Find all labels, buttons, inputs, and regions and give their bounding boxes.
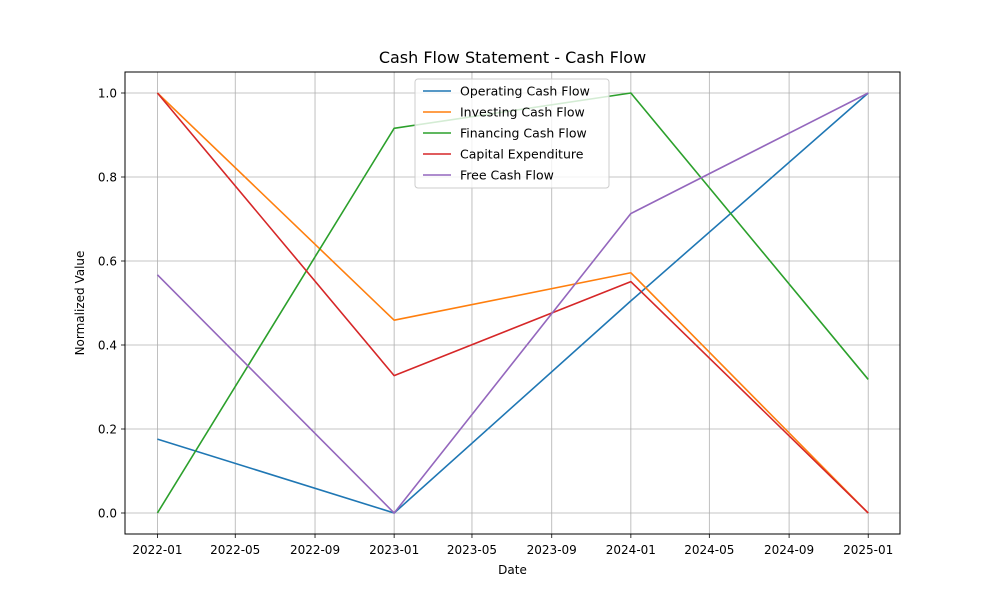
x-tick-label: 2023-01 xyxy=(369,543,419,557)
x-tick-label: 2024-01 xyxy=(606,543,656,557)
series-line-free-cash-flow xyxy=(156,92,869,514)
y-axis-ticks: 0.0 0.2 0.4 0.6 0.8 1.0 xyxy=(98,87,125,521)
series-line-investing-cash-flow xyxy=(156,92,869,514)
legend-label-financing-cash-flow: Financing Cash Flow xyxy=(460,126,587,141)
x-tick-label: 2022-05 xyxy=(210,543,260,557)
y-tick-label: 0.2 xyxy=(98,423,117,437)
x-tick-label: 2023-09 xyxy=(527,543,577,557)
legend-label-capital-expenditure: Capital Expenditure xyxy=(460,147,584,162)
x-tick-label: 2024-09 xyxy=(764,543,814,557)
legend-box xyxy=(414,78,610,189)
legend-label-investing-cash-flow: Investing Cash Flow xyxy=(460,105,585,120)
legend-label-operating-cash-flow: Operating Cash Flow xyxy=(460,84,590,99)
chart-title: Cash Flow Statement - Cash Flow xyxy=(379,48,646,67)
x-axis-ticks: 2022-01 2022-05 2022-09 2023-01 2023-05 2023-… xyxy=(132,534,893,557)
x-tick-label: 2023-05 xyxy=(447,543,497,557)
legend-label-free-cash-flow: Free Cash Flow xyxy=(460,168,554,183)
legend: Operating Cash Flow Investing Cash Flow Fi… xyxy=(414,78,610,189)
y-tick-label: 0.4 xyxy=(98,339,117,353)
x-tick-label: 2022-09 xyxy=(290,543,340,557)
y-axis-label: Normalized Value xyxy=(73,251,87,356)
plot-frame xyxy=(124,71,901,535)
x-tick-label: 2025-01 xyxy=(843,543,893,557)
y-tick-label: 0.6 xyxy=(98,255,117,269)
y-tick-label: 0.0 xyxy=(98,507,117,521)
x-axis-label: Date xyxy=(498,563,527,577)
x-tick-label: 2024-05 xyxy=(684,543,734,557)
y-tick-label: 1.0 xyxy=(98,87,117,101)
series-line-capital-expenditure xyxy=(156,92,869,514)
series-line-operating-cash-flow xyxy=(157,92,869,514)
y-tick-label: 0.8 xyxy=(98,171,117,185)
x-tick-label: 2022-01 xyxy=(132,543,182,557)
